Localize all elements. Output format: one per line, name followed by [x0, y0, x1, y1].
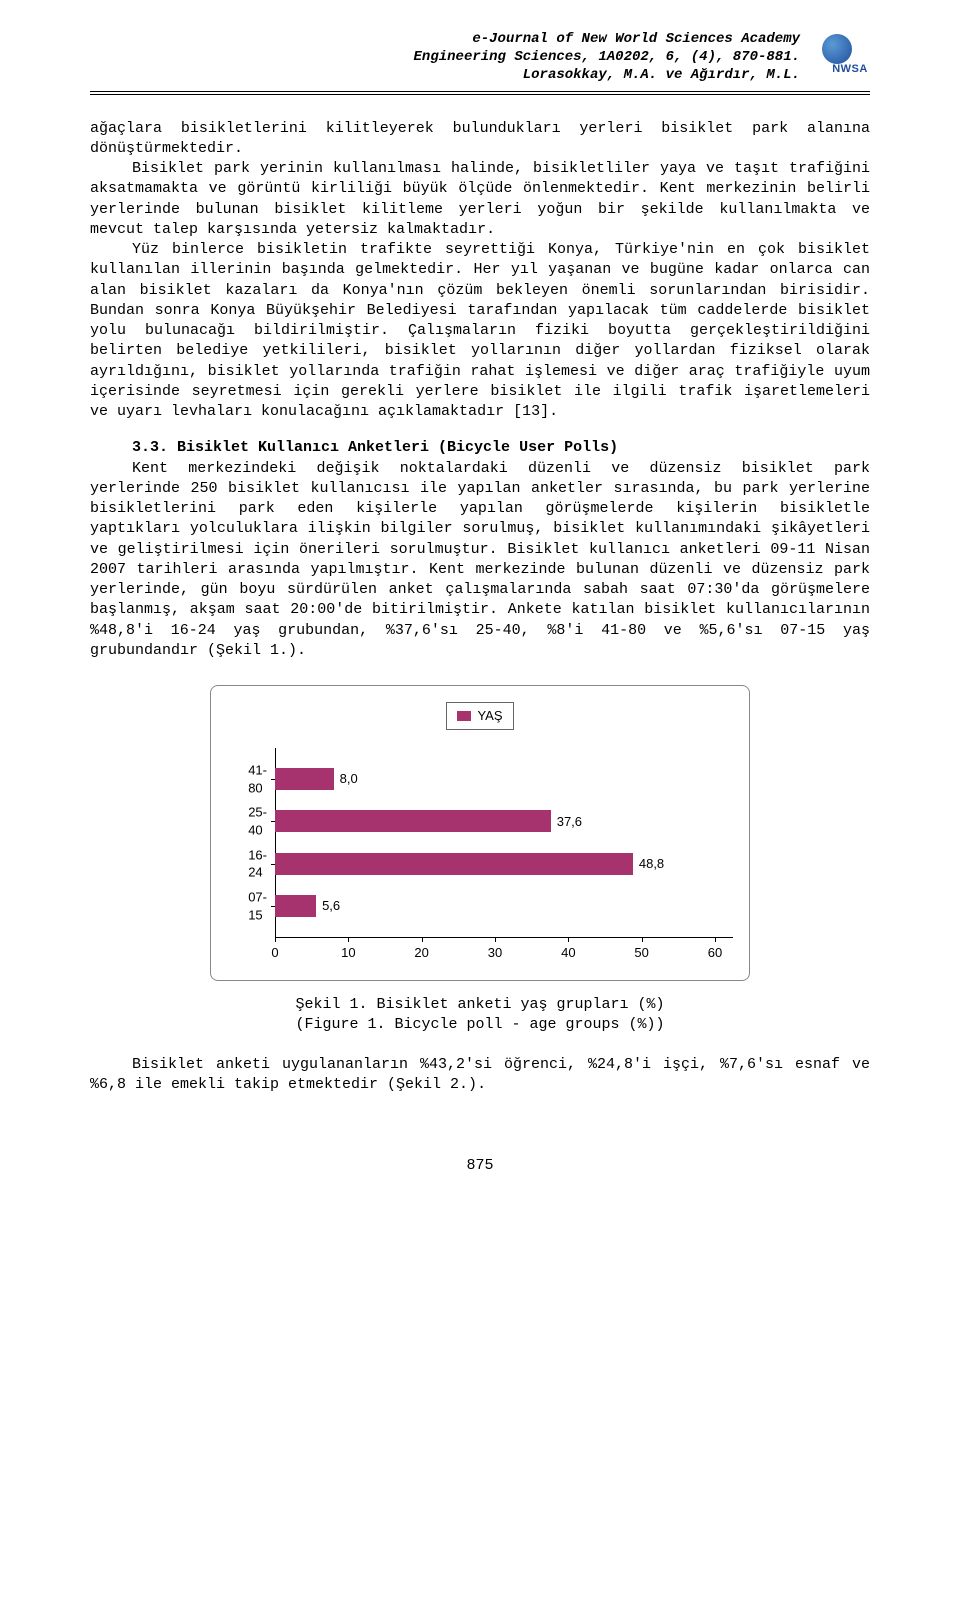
- x-tick: [348, 938, 349, 942]
- bar: [275, 768, 334, 790]
- x-tick-label: 0: [271, 944, 278, 962]
- body-text: ağaçlara bisikletlerini kilitleyerek bul…: [90, 119, 870, 662]
- paragraph-1: ağaçlara bisikletlerini kilitleyerek bul…: [90, 119, 870, 160]
- section-heading: 3.3. Bisiklet Kullanıcı Anketleri (Bicyc…: [90, 438, 870, 458]
- bar-value-label: 8,0: [340, 770, 358, 788]
- bar: [275, 853, 633, 875]
- age-chart: YAŞ 41-80 8,0 25-40 37,6 16-24 48,8 07-15 5,6 0 1…: [210, 685, 750, 1035]
- chart-plot-area: 41-808,025-4037,616-2448,807-155,6010203…: [275, 748, 733, 968]
- globe-icon: [822, 34, 852, 64]
- caption-line-1: Şekil 1. Bisiklet anketi yaş grupları (%…: [210, 995, 750, 1015]
- header-line-3: Lorasokkay, M.A. ve Ağırdır, M.L.: [90, 66, 800, 84]
- x-tick-label: 30: [488, 944, 502, 962]
- bar-row: 8,0: [275, 768, 358, 790]
- x-tick-label: 40: [561, 944, 575, 962]
- header-line-1: e-Journal of New World Sciences Academy: [90, 30, 800, 48]
- x-tick-label: 10: [341, 944, 355, 962]
- bar-value-label: 37,6: [557, 813, 582, 831]
- bar-row: 48,8: [275, 853, 664, 875]
- paragraph-4: Kent merkezindeki değişik noktalardaki d…: [90, 459, 870, 662]
- y-tick-label: 25-40: [248, 804, 267, 839]
- x-tick: [642, 938, 643, 942]
- paragraph-2: Bisiklet park yerinin kullanılması halin…: [90, 159, 870, 240]
- header-rule-top: [90, 91, 870, 92]
- paragraph-5: Bisiklet anketi uygulananların %43,2'si …: [90, 1055, 870, 1096]
- header-line-2: Engineering Sciences, 1A0202, 6, (4), 87…: [90, 48, 800, 66]
- paragraph-3: Yüz binlerce bisikletin trafikte seyrett…: [90, 240, 870, 422]
- y-tick-label: 16-24: [248, 846, 267, 881]
- bar-value-label: 48,8: [639, 855, 664, 873]
- x-tick: [422, 938, 423, 942]
- y-tick-label: 41-80: [248, 761, 267, 796]
- chart-caption: Şekil 1. Bisiklet anketi yaş grupları (%…: [210, 995, 750, 1036]
- x-tick: [715, 938, 716, 942]
- logo-text: NWSA: [820, 62, 880, 76]
- x-tick-label: 20: [414, 944, 428, 962]
- nwsa-logo: NWSA: [820, 32, 880, 76]
- x-tick: [495, 938, 496, 942]
- x-tick: [568, 938, 569, 942]
- legend-swatch: [457, 711, 471, 721]
- legend-label: YAŞ: [477, 707, 502, 725]
- page-number: 875: [90, 1156, 870, 1176]
- chart-legend: YAŞ: [446, 702, 513, 730]
- chart-box: YAŞ 41-80 8,0 25-40 37,6 16-24 48,8 07-15 5,6 0 1…: [210, 685, 750, 981]
- journal-header: e-Journal of New World Sciences Academy …: [90, 30, 870, 85]
- x-tick: [275, 938, 276, 942]
- x-tick-label: 60: [708, 944, 722, 962]
- bar-row: 5,6: [275, 895, 340, 917]
- caption-line-2: (Figure 1. Bicycle poll - age groups (%)…: [210, 1015, 750, 1035]
- after-chart-text: Bisiklet anketi uygulananların %43,2'si …: [90, 1055, 870, 1096]
- y-tick-label: 07-15: [248, 889, 267, 924]
- bar: [275, 810, 551, 832]
- bar-value-label: 5,6: [322, 897, 340, 915]
- bar-row: 37,6: [275, 810, 582, 832]
- header-rule-bottom: [90, 94, 870, 95]
- x-axis: [275, 937, 733, 938]
- x-tick-label: 50: [634, 944, 648, 962]
- bar: [275, 895, 316, 917]
